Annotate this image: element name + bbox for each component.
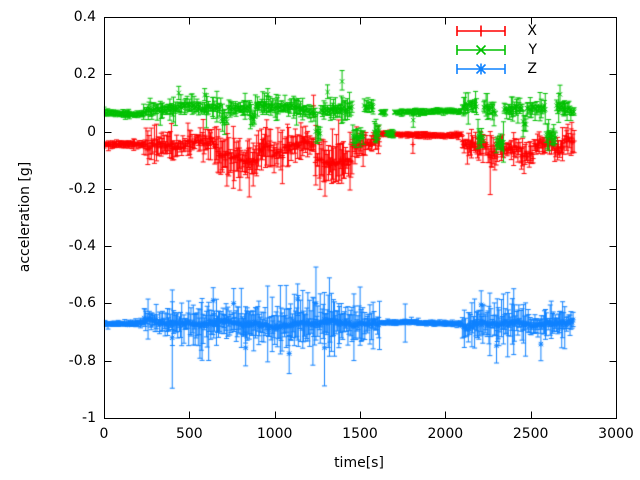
legend-label-z: Z xyxy=(527,61,537,77)
x-axis-title: time[s] xyxy=(334,455,384,471)
legend: X Y Z xyxy=(455,21,605,83)
legend-label-y: Y xyxy=(528,42,537,58)
y-tick-label: -0.2 xyxy=(68,180,96,197)
x-tick-label: 0 xyxy=(99,426,109,442)
legend-sample-glyph xyxy=(456,25,506,37)
y-tick-label: -0.4 xyxy=(68,238,96,255)
y-tick-label: -1 xyxy=(82,410,96,426)
x-tick-label: 500 xyxy=(175,426,203,442)
x-tick-label: 3000 xyxy=(598,426,634,442)
legend-sample-glyph xyxy=(456,44,506,56)
legend-sample-errorbar-x-icon xyxy=(456,25,506,37)
x-tick-label: 1500 xyxy=(342,426,378,442)
y-tick-label: -0.8 xyxy=(68,352,96,369)
y-tick-label: 0.4 xyxy=(73,9,96,25)
legend-item-x: X xyxy=(455,21,605,41)
legend-sample-glyph xyxy=(456,63,506,75)
legend-sample-errorbar-z-icon xyxy=(456,63,506,75)
y-tick-label: -0.6 xyxy=(68,295,96,312)
y-tick-label: 0 xyxy=(87,123,96,140)
legend-item-y: Y xyxy=(455,40,605,60)
plot-frame-and-ticks xyxy=(104,17,617,419)
x-tick-label: 1000 xyxy=(256,426,293,442)
x-tick-label: 2000 xyxy=(427,426,464,442)
legend-item-z: Z xyxy=(455,59,605,79)
legend-label-x: X xyxy=(527,23,537,39)
x-tick-label: 2500 xyxy=(512,426,549,442)
y-tick-label: 0.2 xyxy=(73,66,96,83)
y-axis-title: acceleration [g] xyxy=(17,161,33,273)
legend-sample-errorbar-y-icon xyxy=(456,44,506,56)
